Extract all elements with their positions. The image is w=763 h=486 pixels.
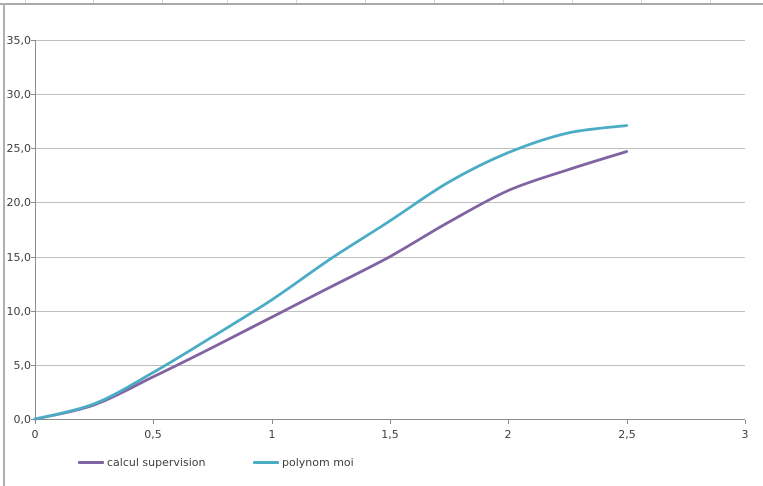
x-axis-tick: [272, 420, 273, 424]
worksheet-cell-notch: [641, 0, 642, 3]
y-axis-tick-label: 0,0: [13, 413, 32, 426]
y-axis-tick: [31, 257, 35, 258]
y-axis-tick: [31, 365, 35, 366]
worksheet-cell-notch: [434, 0, 435, 3]
x-axis-tick: [745, 420, 746, 424]
y-axis-tick: [31, 202, 35, 203]
x-axis-tick: [390, 420, 391, 424]
x-axis-tick-label: 1: [268, 428, 276, 441]
worksheet-column-edge: [3, 3, 5, 486]
x-axis-tick-label: 1,5: [381, 428, 399, 441]
horizontal-gridline: [35, 365, 745, 366]
worksheet-cell-notch: [93, 0, 94, 3]
x-axis: [35, 419, 745, 420]
horizontal-gridline: [35, 202, 745, 203]
x-axis-tick-label: 2: [504, 428, 512, 441]
worksheet-cell-notch: [227, 0, 228, 3]
x-axis-tick-label: 0,5: [144, 428, 162, 441]
y-axis-tick: [31, 311, 35, 312]
legend-label-polynom-moi: polynom moi: [282, 455, 354, 469]
y-axis-tick-label: 30,0: [6, 88, 32, 101]
y-axis-tick-label: 10,0: [6, 305, 32, 318]
chart-legend: calcul supervision polynom moi: [0, 454, 763, 472]
worksheet-cell-notch: [572, 0, 573, 3]
y-axis-tick-label: 20,0: [6, 196, 32, 209]
legend-swatch-calcul-supervision: [78, 460, 104, 464]
legend-item-calcul-supervision[interactable]: calcul supervision: [78, 454, 205, 470]
series-line-polynom-moi[interactable]: [33, 124, 629, 421]
legend-item-polynom-moi[interactable]: polynom moi: [253, 454, 354, 470]
x-axis-tick: [35, 420, 36, 424]
y-axis-tick: [31, 94, 35, 95]
x-axis-tick-label: 2,5: [618, 428, 636, 441]
worksheet-cell-notch: [25, 0, 26, 3]
worksheet-row-edge: [0, 3, 763, 5]
horizontal-gridline: [35, 40, 745, 41]
y-axis-tick-label: 15,0: [6, 251, 32, 264]
y-axis-tick-label: 35,0: [6, 34, 32, 47]
horizontal-gridline: [35, 311, 745, 312]
x-axis-tick-label: 3: [741, 428, 749, 441]
worksheet-cell-notch: [365, 0, 366, 3]
series-line-calcul-supervision[interactable]: [33, 150, 629, 421]
horizontal-gridline: [35, 148, 745, 149]
y-axis-tick-label: 5,0: [13, 359, 32, 372]
x-axis-tick: [508, 420, 509, 424]
y-axis-tick: [31, 419, 35, 420]
worksheet-cell-notch: [296, 0, 297, 3]
y-axis-tick-label: 25,0: [6, 142, 32, 155]
y-axis-tick: [31, 148, 35, 149]
legend-swatch-polynom-moi: [253, 460, 279, 464]
x-axis-tick: [153, 420, 154, 424]
x-axis-tick: [627, 420, 628, 424]
y-axis-tick: [31, 40, 35, 41]
worksheet-cell-notch: [503, 0, 504, 3]
worksheet-cell-notch: [710, 0, 711, 3]
y-axis: [35, 40, 36, 419]
worksheet-cell-notch: [162, 0, 163, 3]
legend-label-calcul-supervision: calcul supervision: [107, 455, 206, 469]
horizontal-gridline: [35, 94, 745, 95]
x-axis-tick-label: 0: [31, 428, 39, 441]
